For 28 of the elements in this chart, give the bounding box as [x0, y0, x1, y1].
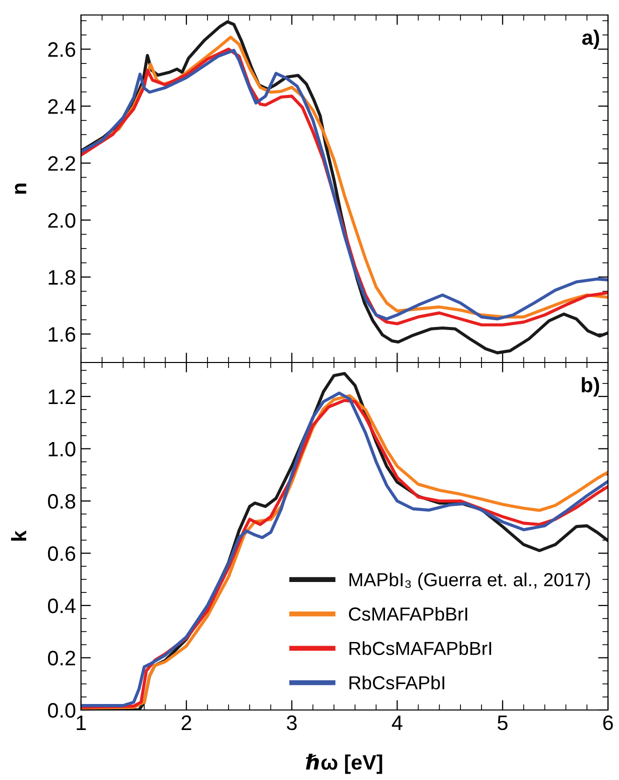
y-tick-label: 1.6 — [48, 327, 76, 342]
x-tick-label: 1 — [76, 716, 86, 730]
y-tick-label: 0.8 — [48, 494, 76, 509]
x-tick-label: 2 — [182, 715, 192, 730]
y-tick-label: 0.2 — [48, 650, 76, 666]
legend-label: RbCsMAFAPbBrI — [350, 641, 492, 656]
x-axis-title: ℏω [eV] — [306, 754, 382, 774]
y-tick-label: 1.2 — [48, 389, 76, 404]
x-tick-label: 4 — [392, 716, 402, 730]
x-tick-label: 6 — [603, 715, 613, 730]
y-tick-label: 2.4 — [48, 99, 76, 114]
y-tick-label: 1.8 — [48, 270, 76, 285]
y-tick-label: 2.0 — [48, 213, 76, 228]
y-tick-label: 1.0 — [48, 442, 76, 456]
legend-label: CsMAFAPbBrI — [348, 606, 468, 621]
y-tick-label: 2.2 — [48, 156, 76, 171]
y-axis-title: n — [14, 184, 26, 194]
legend-label: MAPbI₃ (Guerra et. al., 2017) — [350, 572, 590, 590]
annotation: a) — [582, 30, 600, 50]
annotation: b) — [582, 377, 600, 397]
y-tick-label: 2.6 — [48, 42, 76, 57]
x-tick-label: 5 — [498, 716, 508, 730]
y-tick-label: 0.4 — [48, 598, 76, 614]
y-axis-title: k — [11, 530, 26, 541]
x-tick-label: 3 — [286, 715, 297, 730]
y-tick-label: 0.0 — [48, 703, 76, 718]
legend-label: RbCsFAPbI — [350, 676, 444, 690]
y-tick-label: 0.6 — [48, 546, 76, 561]
